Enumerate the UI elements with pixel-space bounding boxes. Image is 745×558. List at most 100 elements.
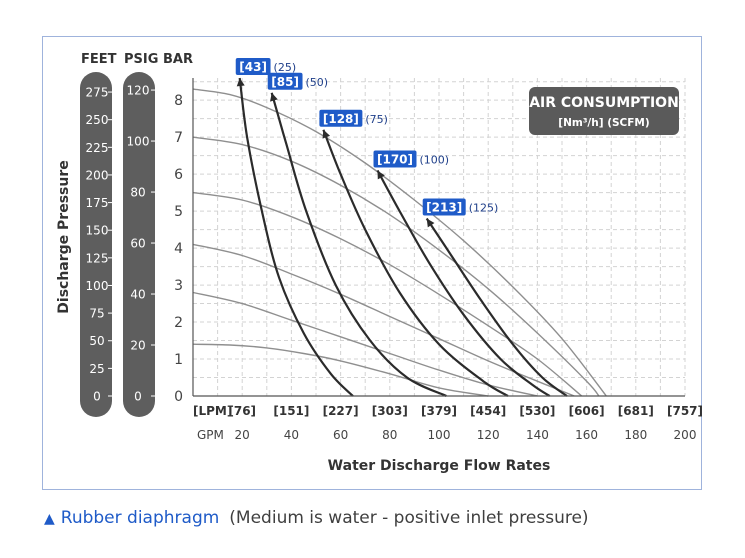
pump-performance-chart: 2752502252001751501251007550250120100806… — [56, 52, 703, 474]
caption-main: Rubber diaphragm — [60, 508, 220, 528]
x-tick-label-lpm: [76] — [228, 404, 256, 418]
air-label-scfm: (100) — [420, 153, 450, 166]
x-tick-label-lpm: [454] — [470, 404, 506, 418]
axes: 0 1 2 3 4 5 6 7 8 [LPM] GPM [76] [151] [227] [303] [379… — [56, 52, 703, 474]
y-tick-label-bar: 5 — [174, 204, 183, 220]
air-label-nm3h: [85] — [271, 75, 299, 89]
y-tick-label-bar: 0 — [174, 389, 183, 405]
x-tick-label-lpm: [681] — [618, 404, 654, 418]
x-axis-title: Water Discharge Flow Rates — [328, 458, 551, 474]
feet-header: FEET — [81, 52, 117, 67]
y-tick-label-bar: 8 — [174, 93, 183, 109]
psig-tick-label: 40 — [130, 288, 145, 302]
feet-tick-label: 275 — [86, 86, 109, 100]
air-label-scfm: (25) — [274, 61, 297, 74]
psig-header: PSIG — [124, 52, 158, 67]
psig-tick-label: 60 — [130, 237, 145, 251]
pressure-curve — [192, 136, 600, 397]
air-label-box — [319, 109, 363, 127]
air-label-scfm: (50) — [306, 76, 329, 89]
x-tick-label-gpm: 20 — [235, 428, 250, 442]
air-consumption-curve — [238, 77, 354, 397]
x-tick-label-gpm: 100 — [428, 428, 451, 442]
y-tick-label-bar: 7 — [174, 130, 183, 146]
feet-tick-label: 175 — [86, 196, 109, 210]
x-tick-label-gpm: 40 — [284, 428, 299, 442]
air-curve-arrowhead — [236, 78, 245, 87]
x-tick-label-lpm: [227] — [323, 404, 359, 418]
x-tick-label-lpm: [530] — [519, 404, 555, 418]
x-unit-lpm: [LPM] — [193, 404, 232, 418]
x-tick-label-gpm: 180 — [624, 428, 647, 442]
air-label-scfm: (125) — [469, 202, 499, 215]
caption: ▲ Rubber diaphragm (Medium is water - posi… — [44, 508, 589, 528]
y-tick-label-bar: 4 — [174, 241, 183, 257]
feet-tick-label: 225 — [86, 141, 109, 155]
air-curve-arrowhead — [270, 92, 278, 102]
y-tick-label-bar: 2 — [174, 315, 183, 331]
psig-tick-label: 120 — [127, 84, 150, 98]
pressure-curve — [192, 243, 575, 397]
air-label-nm3h: [213] — [426, 201, 462, 215]
air-consumption-curve — [270, 92, 447, 398]
feet-tick-label: 50 — [89, 334, 104, 348]
x-unit-gpm: GPM — [197, 428, 224, 442]
air-label-box — [373, 150, 417, 168]
psig-scale-pill — [123, 72, 155, 417]
caption-note: (Medium is water - positive inlet pressu… — [229, 508, 589, 528]
scale-pills: 2752502252001751501251007550250120100806… — [80, 72, 156, 417]
air-label-nm3h: [170] — [377, 152, 413, 166]
air-curve-arrowhead — [322, 129, 331, 139]
feet-scale-pill — [80, 72, 112, 417]
bar-header: BAR — [163, 52, 193, 67]
air-consumption-curve — [322, 129, 509, 397]
y-tick-label-bar: 3 — [174, 278, 183, 294]
x-tick-label-gpm: 120 — [477, 428, 500, 442]
x-tick-label-gpm: 60 — [333, 428, 348, 442]
air-label-box — [422, 198, 466, 216]
x-tick-label-lpm: [151] — [273, 404, 309, 418]
feet-tick-label: 0 — [93, 390, 101, 404]
air-label-nm3h: [43] — [239, 60, 267, 74]
air-curve-arrowhead — [426, 218, 435, 228]
legend-box — [529, 87, 679, 135]
x-tick-label-gpm: 140 — [526, 428, 549, 442]
air-label-box — [267, 72, 303, 90]
air-curve-arrowhead — [377, 170, 385, 180]
pressure-curve — [192, 343, 489, 397]
pressure-curve — [192, 191, 583, 397]
x-tick-label-lpm: [606] — [569, 404, 605, 418]
air-label-nm3h: [128] — [323, 112, 359, 126]
psig-tick-label: 100 — [127, 135, 150, 149]
air-consumption-curves — [236, 77, 568, 398]
psig-tick-label: 80 — [130, 186, 145, 200]
pressure-curve — [192, 291, 538, 397]
x-tick-label-lpm: [379] — [421, 404, 457, 418]
x-tick-label-gpm: 80 — [382, 428, 397, 442]
triangle-icon: ▲ — [44, 511, 55, 527]
y-axis-title: Discharge Pressure — [56, 160, 72, 313]
x-tick-label-lpm: [303] — [372, 404, 408, 418]
pressure-curve — [192, 88, 607, 397]
x-tick-label-gpm: 200 — [674, 428, 697, 442]
feet-tick-label: 75 — [89, 307, 104, 321]
feet-tick-label: 125 — [86, 251, 109, 265]
feet-tick-label: 150 — [86, 224, 109, 238]
y-tick-label-bar: 6 — [174, 167, 183, 183]
feet-tick-label: 250 — [86, 113, 109, 127]
air-label-scfm: (75) — [365, 113, 388, 126]
psig-tick-label: 20 — [130, 339, 145, 353]
psig-tick-label: 0 — [134, 390, 142, 404]
air-label-box — [235, 58, 271, 75]
feet-tick-label: 25 — [89, 362, 104, 376]
x-tick-label-lpm: [757] — [667, 404, 703, 418]
legend-subtitle: [Nm³/h] (SCFM) — [558, 117, 649, 129]
air-consumption-curve — [425, 217, 568, 397]
pressure-curves — [192, 88, 607, 397]
legend: AIR CONSUMPTION [Nm³/h] (SCFM) — [529, 87, 679, 135]
feet-tick-label: 100 — [86, 279, 109, 293]
y-tick-label-bar: 1 — [174, 352, 183, 368]
air-labels: [43] (25)[85] (50) [128] (75) [170] (100) [213]… — [235, 58, 499, 216]
feet-tick-label: 200 — [86, 168, 109, 182]
air-consumption-curve — [376, 169, 551, 397]
